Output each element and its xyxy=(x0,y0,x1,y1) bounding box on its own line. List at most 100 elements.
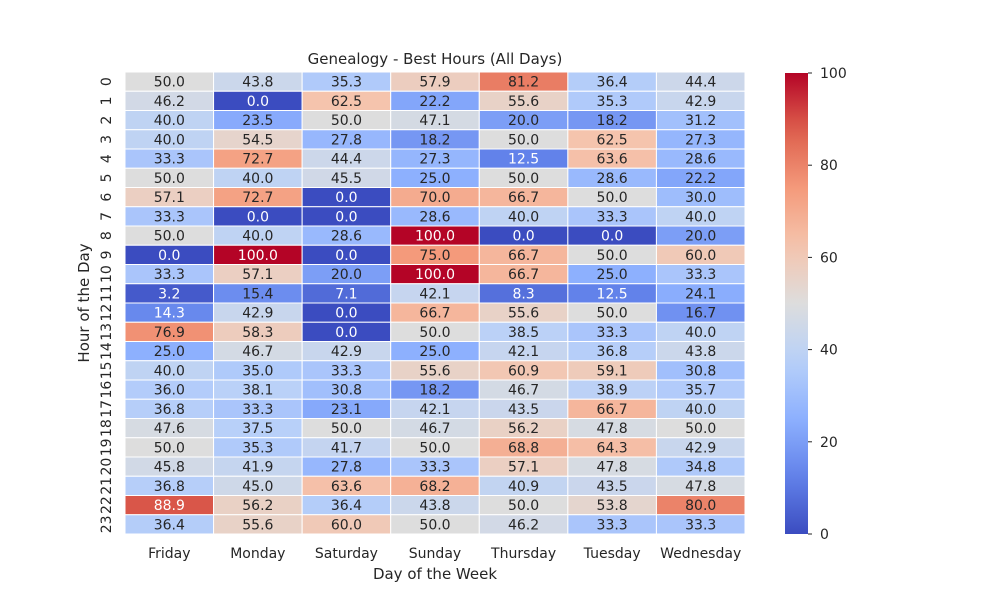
heatmap-cell-label: 20.0 xyxy=(685,229,716,245)
heatmap-cell-label: 80.0 xyxy=(685,498,716,514)
heatmap-cell-label: 35.7 xyxy=(685,383,716,399)
chart-title: Genealogy - Best Hours (All Days) xyxy=(308,50,563,68)
heatmap-cell-label: 38.9 xyxy=(597,383,628,399)
heatmap-cell-label: 24.1 xyxy=(685,286,716,302)
colorbar-tick-label: 0 xyxy=(820,527,829,543)
colorbar-tick-label: 20 xyxy=(820,435,838,451)
heatmap-cell-label: 36.4 xyxy=(597,75,628,91)
x-tick-label: Monday xyxy=(230,546,285,562)
y-tick-label: 13 xyxy=(99,323,115,341)
heatmap-cell-label: 58.3 xyxy=(242,325,273,341)
heatmap-cell-label: 36.8 xyxy=(597,344,628,360)
heatmap-cell-label: 62.5 xyxy=(597,132,628,148)
heatmap-cell-label: 35.0 xyxy=(242,363,273,379)
heatmap-cell-label: 0.0 xyxy=(247,94,269,110)
heatmap-cell-label: 59.1 xyxy=(597,363,628,379)
heatmap-cell-label: 50.0 xyxy=(508,498,539,514)
x-axis-label: Day of the Week xyxy=(373,565,497,583)
heatmap-cell-label: 66.7 xyxy=(508,248,539,264)
heatmap-cell-label: 25.0 xyxy=(154,344,185,360)
y-tick-label: 17 xyxy=(99,400,115,418)
y-tick-label: 2 xyxy=(99,116,115,125)
y-tick-label: 8 xyxy=(99,231,115,240)
heatmap-cell-label: 30.8 xyxy=(685,363,716,379)
heatmap-cell-label: 33.3 xyxy=(597,517,628,533)
heatmap-cell-label: 35.3 xyxy=(331,75,362,91)
heatmap-cell-label: 55.6 xyxy=(419,363,450,379)
heatmap-cell-label: 100.0 xyxy=(415,229,455,245)
y-tick-label: 15 xyxy=(99,361,115,379)
y-tick-label: 21 xyxy=(99,477,115,495)
heatmap-cell-label: 23.5 xyxy=(242,113,273,129)
heatmap-cell-label: 12.5 xyxy=(508,152,539,168)
heatmap-cell-label: 64.3 xyxy=(597,440,628,456)
heatmap-cell-label: 60.9 xyxy=(508,363,539,379)
heatmap-cell-label: 46.7 xyxy=(419,421,450,437)
heatmap-cell-label: 55.6 xyxy=(242,517,273,533)
heatmap-cell-label: 62.5 xyxy=(331,94,362,110)
heatmap-cell-label: 33.3 xyxy=(419,460,450,476)
heatmap-cell-label: 56.2 xyxy=(508,421,539,437)
x-tick-label: Saturday xyxy=(315,546,378,562)
y-tick-label: 10 xyxy=(99,265,115,283)
heatmap-cell-label: 68.8 xyxy=(508,440,539,456)
x-axis-tick-labels: Friday Monday Saturday Sunday Thursday Tuesda… xyxy=(148,546,741,562)
heatmap-cell-label: 57.1 xyxy=(242,267,273,283)
colorbar-tick-label: 80 xyxy=(820,158,838,174)
heatmap-cell-labels: 50.0 43.8 35.3 57.9 81.2 36.4 44.4 46.2 0.0 62.5 2… xyxy=(154,75,717,534)
heatmap-cell-label: 20.0 xyxy=(508,113,539,129)
heatmap-cell-label: 50.0 xyxy=(154,171,185,187)
heatmap-cell-label: 43.5 xyxy=(597,479,628,495)
heatmap-cell-label: 28.6 xyxy=(685,152,716,168)
heatmap-cell-label: 50.0 xyxy=(597,306,628,322)
colorbar xyxy=(785,73,808,534)
heatmap-cell-label: 40.9 xyxy=(508,479,539,495)
heatmap-cell-label: 72.7 xyxy=(242,152,273,168)
y-tick-label: 3 xyxy=(99,135,115,144)
heatmap-cell-label: 42.9 xyxy=(331,344,362,360)
heatmap-cell-label: 7.1 xyxy=(335,286,357,302)
heatmap-cell-label: 38.1 xyxy=(242,383,273,399)
heatmap-cell-label: 0.0 xyxy=(335,190,357,206)
heatmap-cell-label: 33.3 xyxy=(154,267,185,283)
heatmap-cell-label: 36.4 xyxy=(331,498,362,514)
heatmap-cell-label: 50.0 xyxy=(154,229,185,245)
heatmap-cell-label: 20.0 xyxy=(331,267,362,283)
heatmap-cell-label: 27.8 xyxy=(331,132,362,148)
heatmap-cell-label: 56.2 xyxy=(242,498,273,514)
heatmap-cell-label: 3.2 xyxy=(158,286,180,302)
heatmap-cell-label: 25.0 xyxy=(597,267,628,283)
heatmap-cell-label: 46.2 xyxy=(154,94,185,110)
x-tick-label: Friday xyxy=(148,546,190,562)
heatmap-cell-label: 43.5 xyxy=(508,402,539,418)
heatmap-cell-label: 43.8 xyxy=(242,75,273,91)
y-tick-label: 4 xyxy=(99,154,115,163)
heatmap-cell-label: 45.0 xyxy=(242,479,273,495)
heatmap-cell-label: 47.8 xyxy=(685,479,716,495)
heatmap-cell-label: 33.3 xyxy=(331,363,362,379)
heatmap-cell-label: 44.4 xyxy=(331,152,362,168)
heatmap-cell-label: 36.8 xyxy=(154,402,185,418)
heatmap-cell-label: 42.9 xyxy=(685,440,716,456)
heatmap-cell-label: 88.9 xyxy=(154,498,185,514)
heatmap-cell-label: 50.0 xyxy=(597,190,628,206)
heatmap-cell-label: 60.0 xyxy=(331,517,362,533)
heatmap-cell-label: 43.8 xyxy=(419,498,450,514)
heatmap-cell-label: 40.0 xyxy=(154,132,185,148)
heatmap-cell-label: 0.0 xyxy=(601,229,623,245)
heatmap-cell-label: 40.0 xyxy=(154,363,185,379)
heatmap-cell-label: 18.2 xyxy=(419,132,450,148)
heatmap-cell-label: 55.6 xyxy=(508,306,539,322)
heatmap-cell-label: 47.8 xyxy=(597,421,628,437)
heatmap-cell-label: 40.0 xyxy=(685,325,716,341)
heatmap-cell-label: 22.2 xyxy=(419,94,450,110)
heatmap-cell-label: 40.0 xyxy=(242,171,273,187)
heatmap-cell xyxy=(655,514,746,535)
heatmap-cell-label: 0.0 xyxy=(512,229,534,245)
y-tick-label: 22 xyxy=(99,496,115,514)
heatmap-cell-label: 42.1 xyxy=(508,344,539,360)
heatmap-cell-label: 30.0 xyxy=(685,190,716,206)
heatmap-cell-label: 45.8 xyxy=(154,460,185,476)
heatmap-cell-label: 47.1 xyxy=(419,113,450,129)
